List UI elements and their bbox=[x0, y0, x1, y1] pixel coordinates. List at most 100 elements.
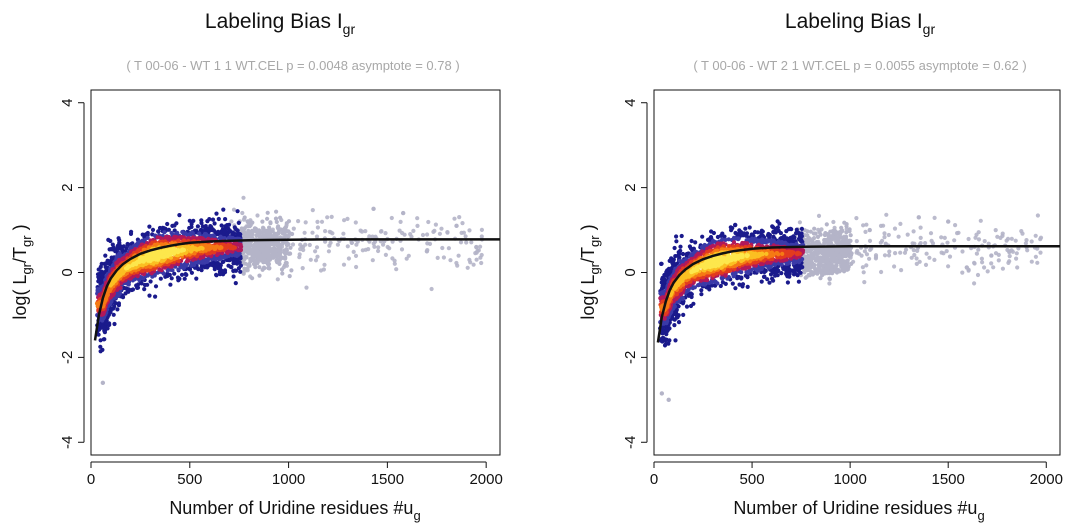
chart-svg: Labeling Bias Igr ( T 00-06 - WT 1 1 WT.… bbox=[10, 10, 503, 523]
scatter-point bbox=[479, 252, 484, 258]
scatter-point bbox=[176, 248, 181, 253]
scatter-point bbox=[1035, 213, 1040, 218]
scatter-point bbox=[674, 312, 679, 317]
scatter-point bbox=[425, 232, 430, 237]
scatter-point bbox=[691, 301, 696, 306]
scatter-point bbox=[946, 264, 951, 269]
scatter-point bbox=[806, 272, 811, 277]
scatter-point bbox=[432, 228, 437, 233]
scatter-point bbox=[218, 263, 223, 268]
scatter-point bbox=[784, 257, 789, 262]
scatter-point bbox=[303, 220, 308, 225]
scatter-point bbox=[169, 276, 174, 281]
scatter-point bbox=[448, 258, 453, 263]
scatter-point bbox=[241, 195, 246, 200]
scatter-point bbox=[467, 228, 472, 233]
scatter-point bbox=[723, 237, 728, 242]
scatter-point bbox=[986, 241, 991, 246]
scatter-point bbox=[257, 265, 262, 270]
scatter-point bbox=[776, 268, 781, 273]
scatter-point bbox=[455, 263, 460, 268]
scatter-point bbox=[747, 225, 752, 230]
scatter-point bbox=[693, 249, 698, 254]
scatter-point bbox=[398, 219, 403, 224]
scatter-point bbox=[202, 243, 207, 248]
scatter-point bbox=[960, 249, 965, 254]
scatter-point bbox=[153, 284, 159, 289]
scatter-point bbox=[426, 219, 431, 225]
scatter-point bbox=[314, 234, 320, 239]
scatter-point bbox=[838, 249, 844, 254]
scatter-point bbox=[282, 226, 287, 231]
scatter-point bbox=[814, 240, 819, 245]
scatter-point bbox=[923, 262, 929, 267]
scatter-point bbox=[802, 270, 807, 275]
scatter-point bbox=[886, 232, 891, 238]
scatter-point bbox=[389, 215, 394, 221]
scatter-point bbox=[862, 249, 867, 254]
scatter-point bbox=[782, 240, 787, 246]
scatter-point bbox=[923, 241, 928, 246]
scatter-point bbox=[989, 261, 994, 266]
x-tick-label: 0 bbox=[87, 471, 95, 488]
scatter-point bbox=[786, 260, 791, 265]
scatter-point bbox=[471, 262, 476, 267]
scatter-point bbox=[273, 216, 279, 221]
scatter-point bbox=[238, 245, 243, 250]
scatter-point bbox=[152, 254, 157, 259]
chart-panel-right: Labeling Bias Igr ( T 00-06 - WT 2 1 WT.… bbox=[538, 0, 1075, 523]
scatter-point bbox=[816, 213, 822, 218]
scatter-point bbox=[661, 276, 667, 281]
scatter-point bbox=[759, 279, 764, 284]
scatter-point bbox=[219, 235, 224, 240]
scatter-point bbox=[99, 312, 105, 317]
scatter-point bbox=[1013, 238, 1018, 243]
scatter-point bbox=[189, 263, 194, 268]
scatter-point bbox=[314, 245, 320, 250]
scatter-point bbox=[796, 267, 801, 272]
scatter-point bbox=[319, 219, 325, 224]
scatter-point bbox=[739, 270, 744, 275]
scatter-point bbox=[140, 232, 145, 237]
scatter-point bbox=[713, 279, 718, 284]
scatter-point bbox=[394, 267, 399, 272]
scatter-point bbox=[159, 251, 164, 256]
scatter-point bbox=[760, 261, 765, 266]
scatter-point bbox=[979, 256, 984, 261]
scatter-point bbox=[663, 341, 668, 347]
scatter-point bbox=[387, 246, 392, 251]
scatter-point bbox=[335, 242, 340, 247]
scatter-point bbox=[142, 237, 147, 243]
scatter-point bbox=[310, 230, 315, 235]
scatter-point bbox=[982, 239, 987, 244]
scatter-point bbox=[179, 252, 185, 257]
scatter-point bbox=[255, 230, 260, 235]
x-tick-label: 1000 bbox=[272, 471, 305, 488]
scatter-point bbox=[221, 259, 226, 264]
scatter-point bbox=[745, 241, 750, 246]
scatter-point bbox=[867, 238, 873, 243]
scatter-point bbox=[308, 257, 313, 262]
scatter-point bbox=[284, 247, 289, 252]
scatter-point bbox=[250, 276, 255, 281]
scatter-point bbox=[779, 236, 784, 241]
scatter-point bbox=[200, 260, 205, 265]
scatter-point bbox=[785, 274, 790, 279]
scatter-point bbox=[165, 221, 170, 227]
scatter-point bbox=[98, 349, 103, 354]
scatter-point bbox=[812, 226, 817, 231]
scatter-point bbox=[736, 231, 741, 237]
scatter-point bbox=[847, 238, 852, 243]
scatter-point bbox=[803, 275, 808, 280]
scatter-point bbox=[235, 209, 240, 214]
scatter-point bbox=[255, 213, 260, 218]
scatter-point bbox=[1033, 233, 1038, 238]
scatter-point bbox=[1007, 254, 1012, 259]
scatter-point bbox=[266, 257, 271, 262]
scatter-point bbox=[170, 247, 175, 252]
scatter-point bbox=[812, 262, 817, 268]
scatter-point bbox=[215, 261, 220, 266]
scatter-point bbox=[265, 210, 270, 215]
scatter-point bbox=[229, 257, 234, 262]
scatter-point bbox=[383, 252, 388, 257]
